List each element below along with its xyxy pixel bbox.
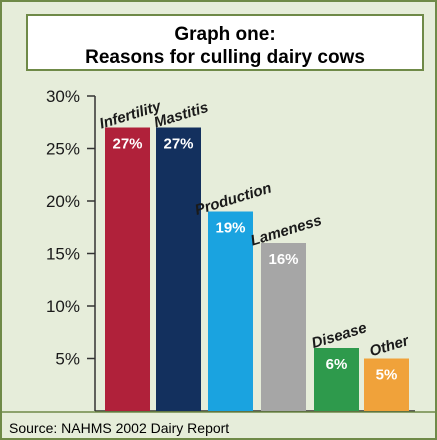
y-tick-label: 25% [46, 140, 80, 159]
y-tick-label: 15% [46, 245, 80, 264]
bar-value-label: 19% [215, 220, 245, 237]
y-tick-label: 10% [46, 297, 80, 316]
bar-mastitis [156, 127, 201, 411]
bar-other [364, 358, 409, 411]
y-tick-label: 5% [55, 350, 80, 369]
chart-title-line2: Reasons for culling dairy cows [85, 47, 365, 68]
chart-title-line1: Graph one: [174, 24, 275, 45]
bar-value-label: 5% [376, 367, 398, 384]
y-axis-ticks: 5% 10% 15% 20% 25% 30% [46, 87, 95, 369]
bar-value-label: 27% [163, 136, 193, 153]
bar-disease [314, 348, 359, 411]
source-note: Source: NAHMS 2002 Dairy Report [9, 420, 229, 436]
bar-value-label: 27% [112, 136, 142, 153]
bar-production [208, 211, 253, 411]
bar-lameness [261, 243, 306, 411]
bar-value-label: 16% [268, 251, 298, 268]
y-tick-label: 30% [46, 87, 80, 106]
title-box [26, 14, 424, 71]
bar-value-label: 6% [326, 356, 348, 373]
bar-infertility [105, 127, 150, 411]
y-tick-label: 20% [46, 192, 80, 211]
